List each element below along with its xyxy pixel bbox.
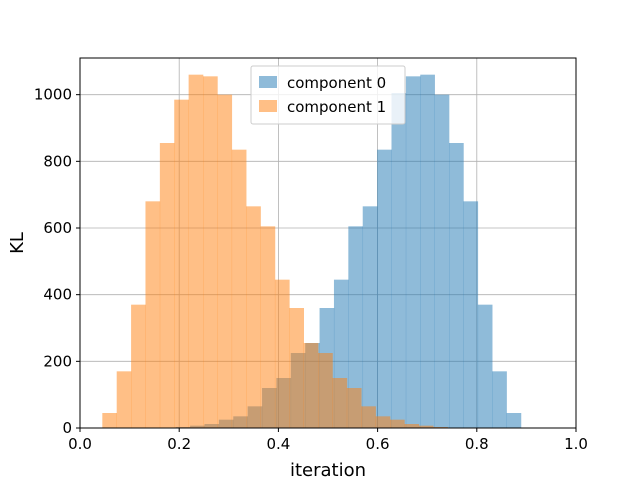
axis-ticks: 0.0 0.2 0.4 0.6 0.8 1.0 0 200 400 600 800 1000 [34, 86, 588, 453]
histogram-bar-component-0 [377, 149, 392, 428]
y-tick-label: 600 [43, 219, 72, 237]
legend-swatch-component-1 [259, 100, 277, 112]
y-axis-label: KL [7, 232, 28, 254]
histogram-bar-component-1 [159, 143, 175, 428]
legend-box [250, 65, 406, 125]
histogram-bar-component-1 [390, 419, 405, 428]
histogram-bar-component-1 [131, 304, 146, 428]
y-tick-label: 400 [43, 286, 72, 304]
x-tick-label: 0.8 [465, 435, 489, 453]
histogram-bar-component-0 [492, 371, 507, 428]
histogram-bar-component-1 [289, 308, 304, 428]
x-tick-label: 0.4 [266, 435, 290, 453]
histogram-bar-component-1 [145, 201, 161, 428]
histogram-bar-component-0 [463, 201, 479, 428]
y-tick-label: 0 [62, 419, 72, 437]
y-tick-label: 1000 [34, 86, 72, 104]
legend: component 0 component 1 [250, 65, 406, 125]
histogram-bar-component-0 [449, 143, 464, 428]
histogram-bar-component-0 [348, 226, 364, 428]
histogram-bar-component-1 [274, 279, 290, 428]
histogram-bar-component-0 [362, 206, 378, 428]
histogram-bar-component-0 [477, 304, 493, 428]
histogram-bar-component-1 [361, 406, 376, 428]
histogram-bar-component-1 [260, 226, 276, 428]
histogram-bar-component-0 [506, 413, 522, 428]
plot-frame [79, 57, 577, 429]
histogram-bar-component-1 [332, 378, 348, 428]
histogram-bar-component-1 [102, 413, 118, 428]
histogram-bar-component-1 [246, 206, 261, 428]
x-tick-label: 0.0 [68, 435, 92, 453]
histogram-bar-component-0 [434, 94, 450, 429]
x-tick-label: 0.6 [366, 435, 390, 453]
histogram-bar-component-1 [174, 99, 189, 429]
y-tick-label: 200 [43, 352, 72, 370]
histogram-bar-component-1 [318, 353, 333, 428]
x-tick-label: 1.0 [564, 435, 588, 453]
histogram-bar-component-1 [418, 425, 434, 428]
histogram-bar-component-0 [391, 93, 407, 428]
histogram-bar-component-1 [231, 149, 247, 428]
histogram-bar-component-1 [217, 94, 233, 429]
legend-label-component-1: component 1 [287, 98, 386, 116]
histogram-bar-component-1 [116, 371, 132, 428]
histogram-bar-component-1 [188, 74, 204, 429]
legend-swatch-component-0 [259, 76, 277, 88]
series-component-1 [102, 74, 463, 429]
histogram-bar-component-1 [203, 76, 218, 428]
histogram-bars [102, 74, 522, 429]
y-tick-label: 800 [43, 152, 72, 170]
histogram-bar-component-1 [375, 416, 391, 428]
histogram-bar-component-1 [404, 424, 420, 428]
x-tick-label: 0.2 [167, 435, 191, 453]
histogram-bar-component-1 [346, 388, 362, 428]
histogram-bar-component-0 [420, 74, 435, 429]
histogram-bar-component-1 [303, 343, 319, 428]
histogram-bar-component-0 [405, 76, 421, 428]
x-axis-label: iteration [290, 460, 366, 480]
legend-label-component-0: component 0 [287, 74, 386, 92]
